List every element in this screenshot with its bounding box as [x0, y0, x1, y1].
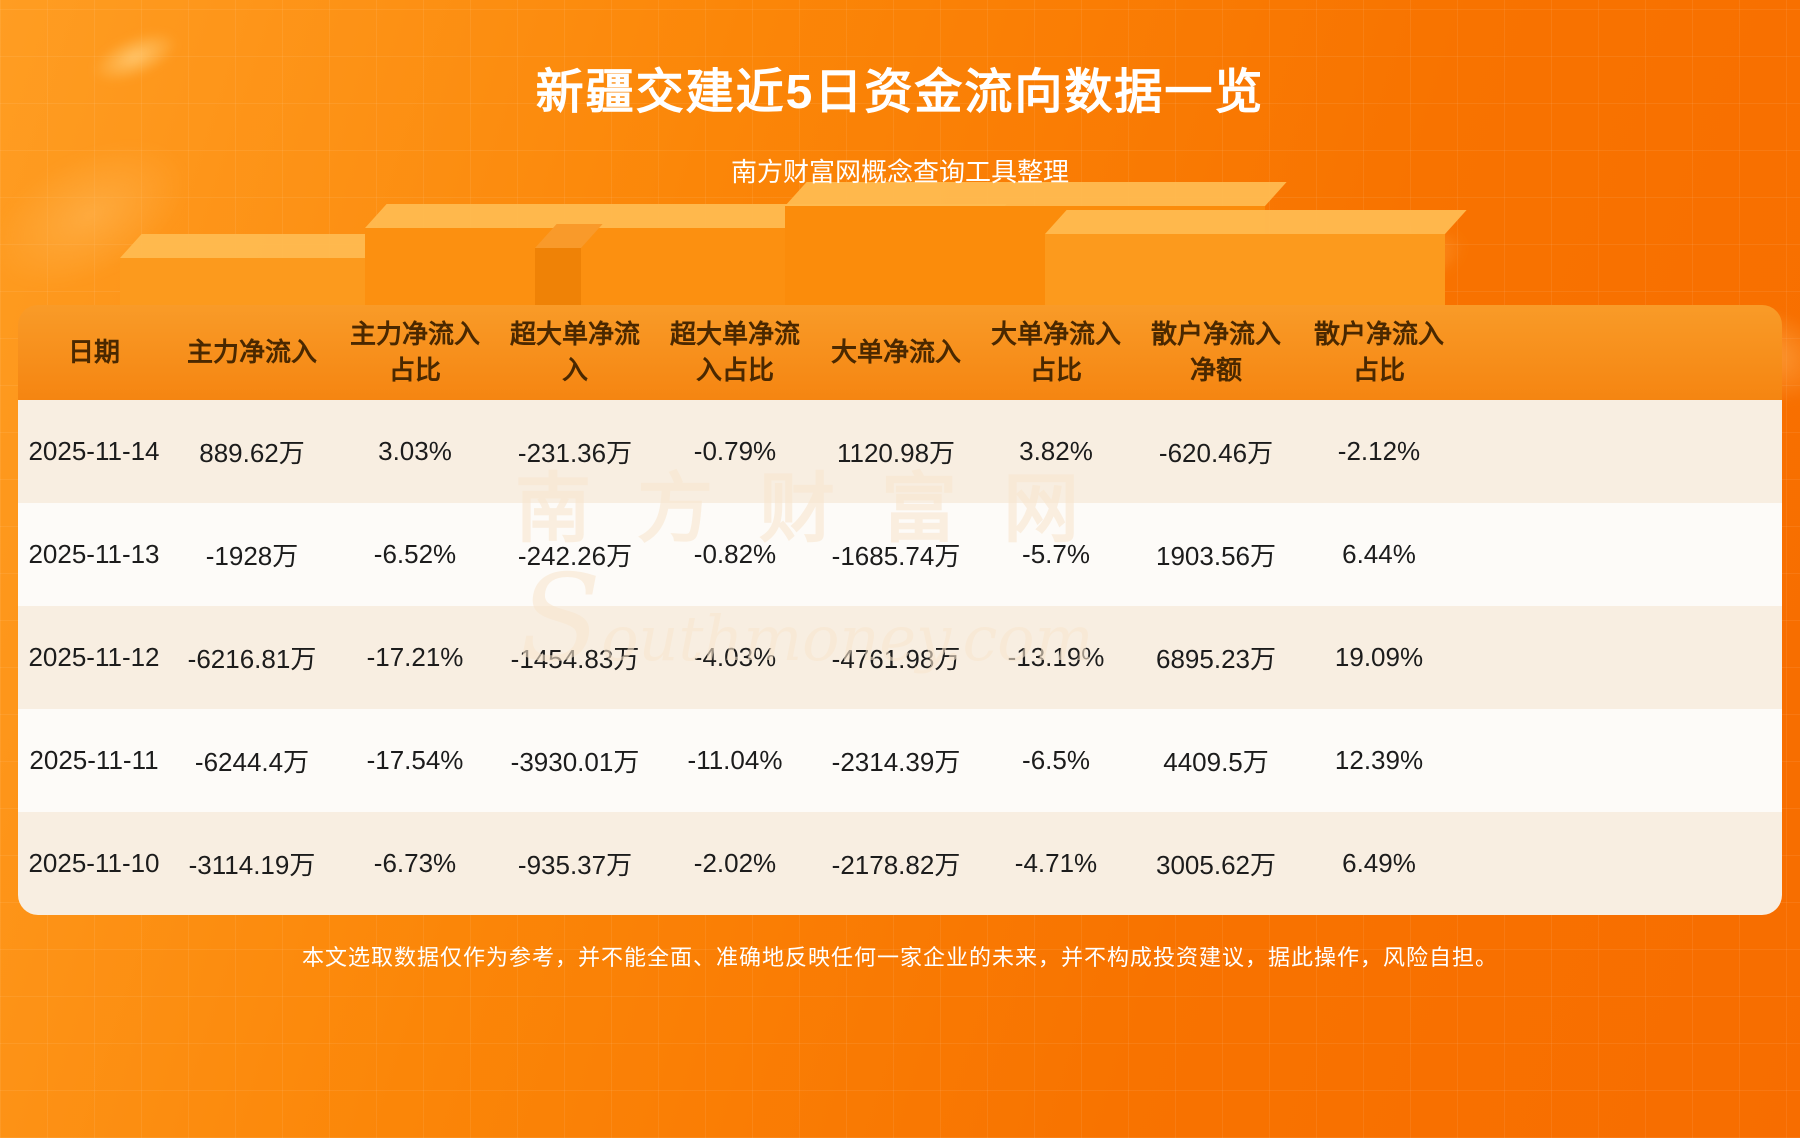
table-cell: -231.36万 [517, 438, 633, 468]
table-cell: 3005.62万 [1156, 850, 1276, 880]
table-cell: -1928万 [205, 541, 299, 571]
table-cell: -6216.81万 [187, 644, 317, 674]
table-cell: -935.37万 [517, 850, 633, 880]
table-cell: -2178.82万 [831, 850, 961, 880]
table-row: 2025-11-10 -3114.19万 -6.73% -935.37万 -2.… [18, 812, 1782, 915]
page-subtitle: 南方财富网概念查询工具整理 [730, 157, 1069, 187]
table-cell: -3114.19万 [188, 850, 316, 880]
table-cell: 3.82% [1019, 436, 1093, 466]
podium-decoration [1045, 234, 1445, 318]
table-cell: -3930.01万 [510, 747, 640, 777]
table-cell: 12.39% [1334, 745, 1424, 775]
column-header-super-large-net-inflow-ratio: 超大单净流入占比 [669, 319, 800, 385]
table-cell: -242.26万 [517, 541, 633, 571]
table-cell: -5.7% [1022, 539, 1090, 569]
table-row: 2025-11-12 -6216.81万 -17.21% -1454.83万 -… [18, 606, 1782, 709]
table-cell: -2.02% [693, 848, 777, 878]
table-cell: -13.19% [1007, 642, 1105, 672]
table-cell: -1685.74万 [831, 541, 961, 571]
column-header-main-net-inflow-ratio: 主力净流入占比 [349, 319, 480, 385]
table-row: 2025-11-13 -1928万 -6.52% -242.26万 -0.82%… [18, 503, 1782, 606]
row-filler [1462, 400, 1782, 503]
table-cell: 6.49% [1342, 848, 1416, 878]
table-cell: -4761.98万 [831, 644, 961, 674]
table-cell: -6.52% [373, 539, 457, 569]
table-row: 2025-11-14 889.62万 3.03% -231.36万 -0.79%… [18, 400, 1782, 503]
column-header-date: 日期 [67, 336, 120, 367]
column-header-large-net-inflow: 大单净流入 [830, 336, 961, 367]
row-filler [1462, 812, 1782, 915]
table-cell: -4.71% [1014, 848, 1098, 878]
row-filler [1462, 503, 1782, 606]
table-cell: -11.04% [687, 745, 783, 775]
row-filler [1462, 709, 1782, 812]
column-header-super-large-net-inflow: 超大单净流入 [509, 319, 640, 385]
column-header-main-net-inflow: 主力净流入 [186, 336, 317, 367]
table-cell: 19.09% [1334, 642, 1424, 672]
table-cell: -17.54% [366, 745, 464, 775]
table-cell: -17.21% [366, 642, 464, 672]
table-cell: -6244.4万 [194, 747, 310, 777]
fund-flow-table: 日期 主力净流入 主力净流入占比 超大单净流入 超大单净流入占比 大单净流入 大… [18, 305, 1782, 915]
column-header-large-net-inflow-ratio: 大单净流入占比 [990, 319, 1121, 385]
table-cell: -0.79% [693, 436, 777, 466]
page-title: 新疆交建近5日资金流向数据一览 [535, 66, 1265, 119]
table-cell: 4409.5万 [1163, 747, 1269, 777]
table-row: 2025-11-11 -6244.4万 -17.54% -3930.01万 -1… [18, 709, 1782, 812]
table-cell: -2314.39万 [831, 747, 961, 777]
table-cell: -6.5% [1022, 745, 1090, 775]
table-cell: -620.46万 [1158, 438, 1274, 468]
table-cell: 6895.23万 [1156, 644, 1276, 674]
table-cell: 2025-11-12 [28, 642, 160, 672]
table-cell: -1454.83万 [510, 644, 640, 674]
table-cell: 2025-11-14 [28, 436, 160, 466]
table-cell: 2025-11-10 [28, 848, 160, 878]
table-cell: 3.03% [378, 436, 452, 466]
table-header-row: 日期 主力净流入 主力净流入占比 超大单净流入 超大单净流入占比 大单净流入 大… [18, 305, 1782, 400]
table-cell: -6.73% [373, 848, 457, 878]
column-header-retail-net-inflow-ratio: 散户净流入占比 [1313, 319, 1444, 385]
table-cell: 2025-11-13 [28, 539, 160, 569]
table-cell: -4.03% [693, 642, 777, 672]
table-cell: -2.12% [1337, 436, 1421, 466]
table-cell: 889.62万 [199, 438, 305, 468]
table-cell: 1903.56万 [1156, 541, 1276, 571]
row-filler [1462, 606, 1782, 709]
column-header-retail-net-inflow: 散户净流入净额 [1150, 319, 1281, 385]
table-cell: -0.82% [693, 539, 777, 569]
table-cell: 6.44% [1342, 539, 1416, 569]
table-cell: 1120.98万 [836, 438, 956, 468]
table-cell: 2025-11-11 [29, 745, 159, 775]
disclaimer-text: 本文选取数据仅作为参考，并不能全面、准确地反映任何一家企业的未来，并不构成投资建… [301, 945, 1498, 970]
